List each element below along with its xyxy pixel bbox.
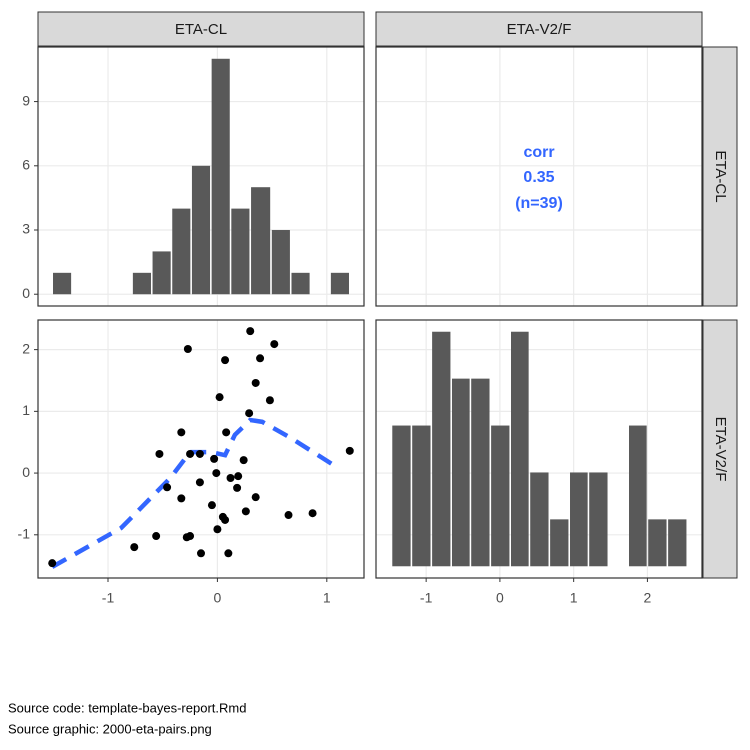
bar [271,230,290,295]
y-tick-label: 0 [22,285,30,301]
point [251,493,260,502]
bar [291,272,310,295]
point [215,393,224,402]
bar [231,208,250,295]
x-tick-label: 1 [570,590,578,606]
point [186,532,195,541]
corr-n: (n=39) [515,195,563,212]
bar [330,272,349,295]
point [195,478,204,487]
point [224,549,233,558]
point [226,474,235,483]
caption: Source code: template-bayes-report.Rmd [8,700,246,715]
strip [375,11,703,47]
bar [451,378,470,567]
bar [251,187,271,295]
x-tick-label: 1 [323,590,331,606]
y-tick-label: 2 [22,340,30,356]
point [213,525,222,534]
point [245,409,254,418]
strip-label: ETA-V2/F [507,21,572,38]
point [221,515,230,524]
panel-border [375,319,703,579]
y-tick-label: 0 [22,464,30,480]
point [234,472,243,481]
bar [172,208,191,295]
point [222,428,231,437]
strip [37,11,365,47]
point [212,469,221,478]
panel-border [37,46,365,307]
point [210,454,219,463]
point [221,356,230,365]
x-tick-label: -1 [420,590,433,606]
bar [530,472,549,567]
point [130,543,139,552]
point [186,449,195,458]
strip-label: ETA-V2/F [712,417,729,482]
point [155,449,164,458]
corr-value: 0.35 [523,169,554,186]
bar [511,331,529,567]
x-tick-label: 0 [214,590,222,606]
bar [53,272,72,295]
point [207,501,216,510]
bar [412,425,431,567]
point [246,327,255,336]
point [177,494,186,503]
point [270,340,279,349]
point [256,354,265,363]
point [48,559,57,568]
corr-label: corr [523,144,554,161]
x-tick-label: 2 [644,590,652,606]
point [233,483,242,492]
point [345,446,354,455]
y-tick-label: 6 [22,157,30,173]
bar [132,272,151,295]
caption: Source graphic: 2000-eta-pairs.png [8,721,212,736]
y-tick-label: -1 [18,525,31,541]
y-tick-label: 9 [22,92,30,108]
bar [491,425,510,567]
bar [668,519,687,567]
x-tick-label: -1 [102,590,115,606]
strip [702,46,738,307]
point [284,511,293,520]
strip-label: ETA-CL [712,150,729,202]
bar [471,378,490,567]
bar [570,472,588,567]
y-tick-label: 1 [22,402,30,418]
bar [432,331,451,567]
point [163,483,172,492]
point [183,345,192,354]
point [177,428,186,437]
point [251,378,260,387]
bar [211,58,230,295]
point [239,456,248,465]
strip [702,319,738,579]
point [195,449,204,458]
y-tick-label: 3 [22,221,30,237]
point [241,507,250,516]
bar [550,519,569,567]
bar [152,251,171,295]
point [197,549,205,558]
bar [191,165,211,295]
bar [629,425,647,567]
point [152,532,161,541]
bar [392,425,411,567]
strip-label: ETA-CL [175,21,227,38]
panel-border [375,46,703,307]
point [265,396,274,405]
bar [648,519,667,567]
x-tick-label: 0 [496,590,504,606]
bar [589,472,608,567]
point [308,509,317,518]
smooth-line [51,417,337,569]
panel-border [37,319,365,579]
